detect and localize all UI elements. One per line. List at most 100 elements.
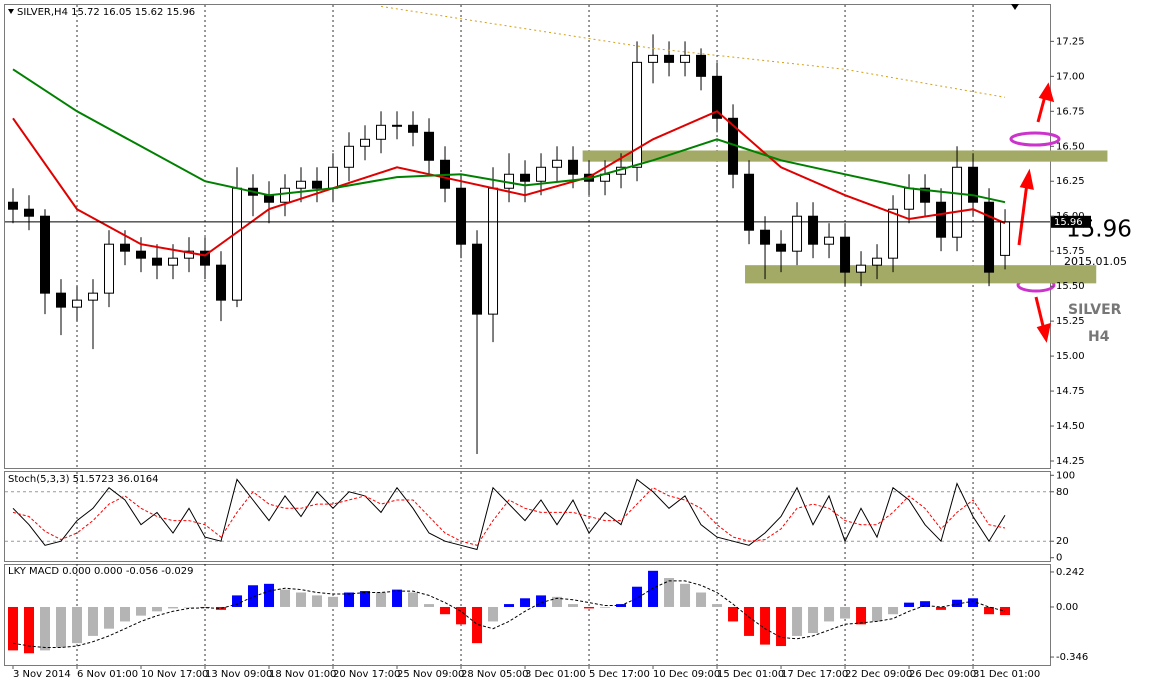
histogram-bar — [280, 589, 291, 607]
candle-body — [40, 215, 51, 294]
candle-body — [424, 131, 435, 161]
moving-average — [12, 68, 1006, 204]
y-tick-label: 16.25 — [1056, 176, 1085, 187]
y-tick-label: 20 — [1056, 536, 1069, 547]
histogram-bar — [136, 606, 147, 616]
x-tick-label: 15 Dec 01:00 — [717, 669, 784, 680]
histogram-bar — [40, 606, 51, 651]
histogram-bar — [104, 606, 115, 629]
y-tick-label: 15.25 — [1056, 316, 1085, 327]
candle-body — [296, 180, 307, 189]
main-frame — [4, 4, 1051, 469]
arrow-head — [1038, 82, 1055, 103]
x-tick-label: 3 Dec 01:00 — [525, 669, 586, 680]
candle-body — [136, 250, 147, 259]
candle-body — [312, 180, 323, 189]
oscillator-line — [12, 478, 1006, 551]
histogram-bar — [392, 589, 403, 607]
candle-body — [72, 299, 83, 308]
histogram-bar — [584, 606, 595, 609]
candle-body — [88, 292, 99, 301]
panel-title: SILVER,H4 15.72 16.05 15.62 15.96 — [17, 7, 195, 18]
histogram-bar — [472, 606, 483, 644]
histogram-bar — [184, 606, 195, 608]
x-tick-label: 20 Nov 17:00 — [333, 669, 400, 680]
candle-body — [648, 54, 659, 63]
candle-body — [184, 250, 195, 259]
histogram-bar — [824, 606, 835, 622]
candle-body — [216, 264, 227, 301]
y-tick-label: 14.25 — [1056, 456, 1085, 467]
histogram-bar — [680, 583, 691, 607]
arrows — [1017, 82, 1055, 343]
x-tick-label: 31 Dec 01:00 — [973, 669, 1040, 680]
y-tick-label: 14.50 — [1056, 421, 1085, 432]
histogram-bar — [632, 586, 643, 607]
candle-body — [776, 243, 787, 252]
histogram-bar — [168, 606, 179, 609]
arrow — [1017, 182, 1029, 246]
histogram-bar — [408, 592, 419, 607]
histogram-bar — [360, 591, 371, 607]
histogram-bar — [120, 606, 131, 622]
candle-body — [984, 201, 995, 273]
panel-title: Stoch(5,3,3) 51.5723 36.0164 — [8, 474, 159, 485]
y-tick-label: 14.75 — [1056, 386, 1085, 397]
histogram-bar — [888, 606, 899, 615]
x-tick-label: 13 Nov 09:00 — [205, 669, 272, 680]
candle-body — [744, 173, 755, 231]
candle-body — [472, 243, 483, 315]
candle-body — [376, 124, 387, 140]
candle-body — [856, 264, 867, 273]
candle-body — [328, 166, 339, 189]
histogram-bar — [760, 606, 771, 645]
candle-body — [824, 236, 835, 245]
candle-body — [360, 138, 371, 147]
arrow-head — [1019, 168, 1034, 190]
x-tick-label: 25 Nov 09:00 — [397, 669, 464, 680]
y-tick-label: 16.00 — [1056, 211, 1085, 222]
price-zone — [582, 150, 1108, 162]
candle-body — [712, 75, 723, 119]
candle-body — [456, 187, 467, 245]
y-tick-label: 15.00 — [1056, 351, 1085, 362]
histogram-bar — [216, 606, 227, 610]
histogram-bar — [536, 595, 547, 607]
histogram-bar — [88, 606, 99, 636]
histogram-bar — [24, 606, 35, 654]
y-tick-label: 0.00 — [1056, 602, 1078, 613]
histogram-bar — [488, 606, 499, 622]
moving-average — [380, 5, 1006, 98]
candle-body — [872, 257, 883, 266]
histogram-bar — [200, 606, 211, 608]
candle-body — [408, 124, 419, 133]
price-label: 15.96 — [1054, 217, 1083, 228]
histogram-bar — [328, 596, 339, 607]
candle-body — [24, 208, 35, 217]
y-tick-label: 15.75 — [1056, 246, 1085, 257]
candle-body — [104, 243, 115, 294]
histogram-bar — [600, 606, 611, 608]
candle-body — [8, 201, 19, 210]
x-tick-label: 10 Nov 17:00 — [141, 669, 208, 680]
candle-body — [664, 54, 675, 63]
histogram-bar — [872, 606, 883, 622]
y-tick-label: -0.346 — [1056, 652, 1088, 663]
menu-triangle — [8, 9, 14, 14]
histogram-bar — [520, 598, 531, 607]
histogram-bar — [264, 583, 275, 607]
shift-marker — [1011, 4, 1019, 10]
candle-body — [152, 257, 163, 266]
candle-body — [200, 250, 211, 266]
candle-body — [760, 229, 771, 245]
price-label-box — [1051, 215, 1091, 228]
plot-layer — [5, 5, 1108, 665]
histogram-bar — [840, 606, 851, 619]
histogram-bar — [312, 595, 323, 607]
histogram-bar — [424, 604, 435, 607]
moving-average — [12, 110, 1006, 257]
x-tick-label: 3 Nov 2014 — [13, 669, 71, 680]
panel-title: LKY MACD 0.000 0.000 -0.056 -0.029 — [8, 566, 193, 577]
